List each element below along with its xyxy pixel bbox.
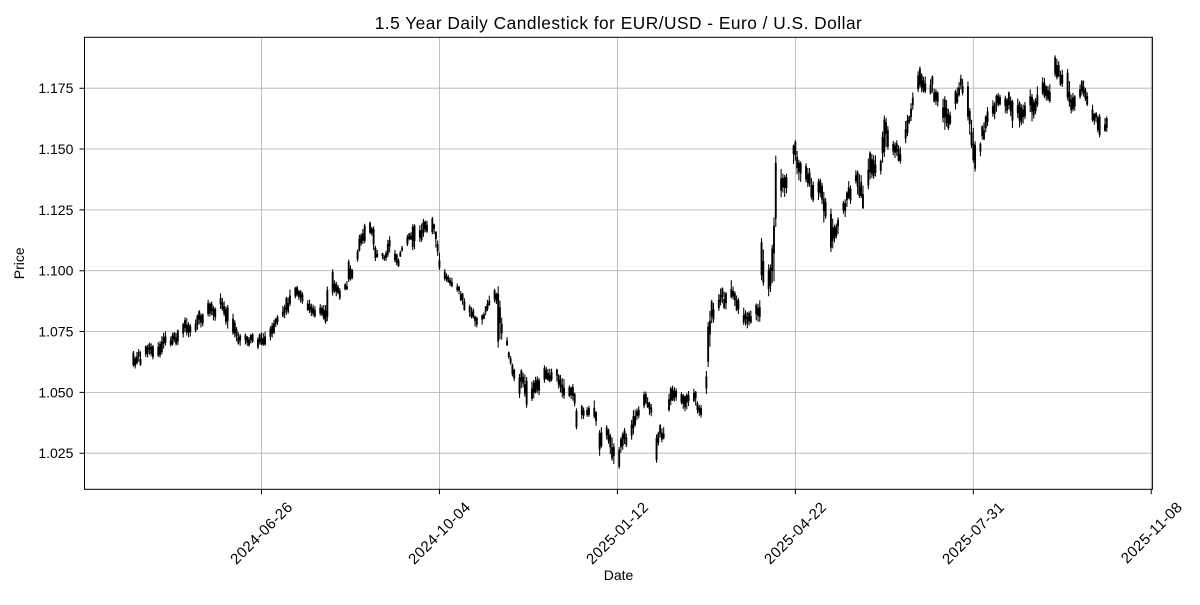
svg-text:1.100: 1.100 [38, 263, 73, 279]
svg-text:1.025: 1.025 [38, 445, 73, 461]
svg-text:1.075: 1.075 [38, 323, 73, 339]
svg-text:1.150: 1.150 [38, 141, 73, 157]
svg-text:1.050: 1.050 [38, 384, 73, 400]
svg-text:1.125: 1.125 [38, 202, 73, 218]
svg-text:Price: Price [11, 247, 27, 279]
svg-text:1.5 Year Daily Candlestick for: 1.5 Year Daily Candlestick for EUR/USD -… [375, 13, 863, 33]
svg-text:Date: Date [604, 567, 634, 583]
svg-text:1.175: 1.175 [38, 80, 73, 96]
